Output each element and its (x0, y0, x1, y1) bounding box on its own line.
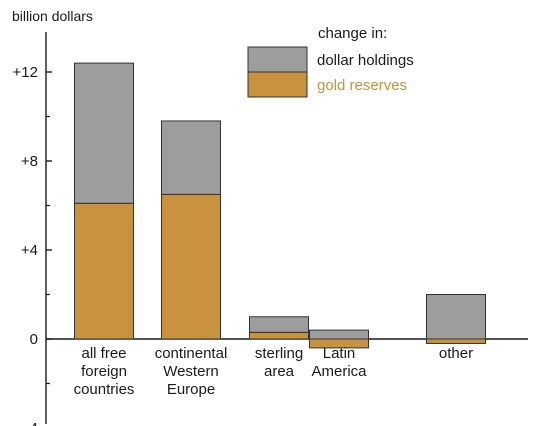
y-tick-label: -4 (25, 420, 38, 426)
y-tick-label: +12 (13, 64, 38, 81)
bar-gold-reserves-4 (426, 338, 486, 344)
legend-title: change in: (318, 25, 387, 42)
y-tick-label: +4 (21, 242, 38, 259)
legend: change in: dollar holdings gold reserves (247, 25, 414, 98)
bar-dollar-holdings-1 (161, 120, 221, 195)
bar-dollar-holdings-2 (249, 316, 309, 333)
category-label: sterling area (255, 345, 303, 380)
category-label: all free foreign countries (74, 345, 135, 398)
bars (74, 62, 486, 349)
y-tick-label: 0 (30, 331, 38, 348)
legend-swatch-dollar-holdings (247, 46, 308, 73)
bar-gold-reserves-0 (74, 202, 134, 340)
bar-dollar-holdings-4 (426, 294, 486, 340)
bar-gold-reserves-1 (161, 193, 221, 340)
bar-dollar-holdings-0 (74, 62, 134, 204)
category-label: other (439, 345, 473, 362)
category-label: Latin America (311, 345, 367, 380)
labels: billion dollars -4 0 +4 +8 +12 all freeforeign… (12, 8, 473, 426)
legend-label-dollar-holdings: dollar holdings (317, 52, 414, 69)
legend-swatch-gold-reserves (247, 71, 308, 98)
y-tick-label: +8 (21, 153, 38, 170)
bar-dollar-holdings-3 (309, 329, 369, 340)
category-label: continental Western Europe (155, 345, 228, 398)
legend-label-gold-reserves: gold reserves (317, 77, 407, 94)
y-unit-label: billion dollars (12, 8, 93, 24)
bar-gold-reserves-2 (249, 331, 309, 340)
